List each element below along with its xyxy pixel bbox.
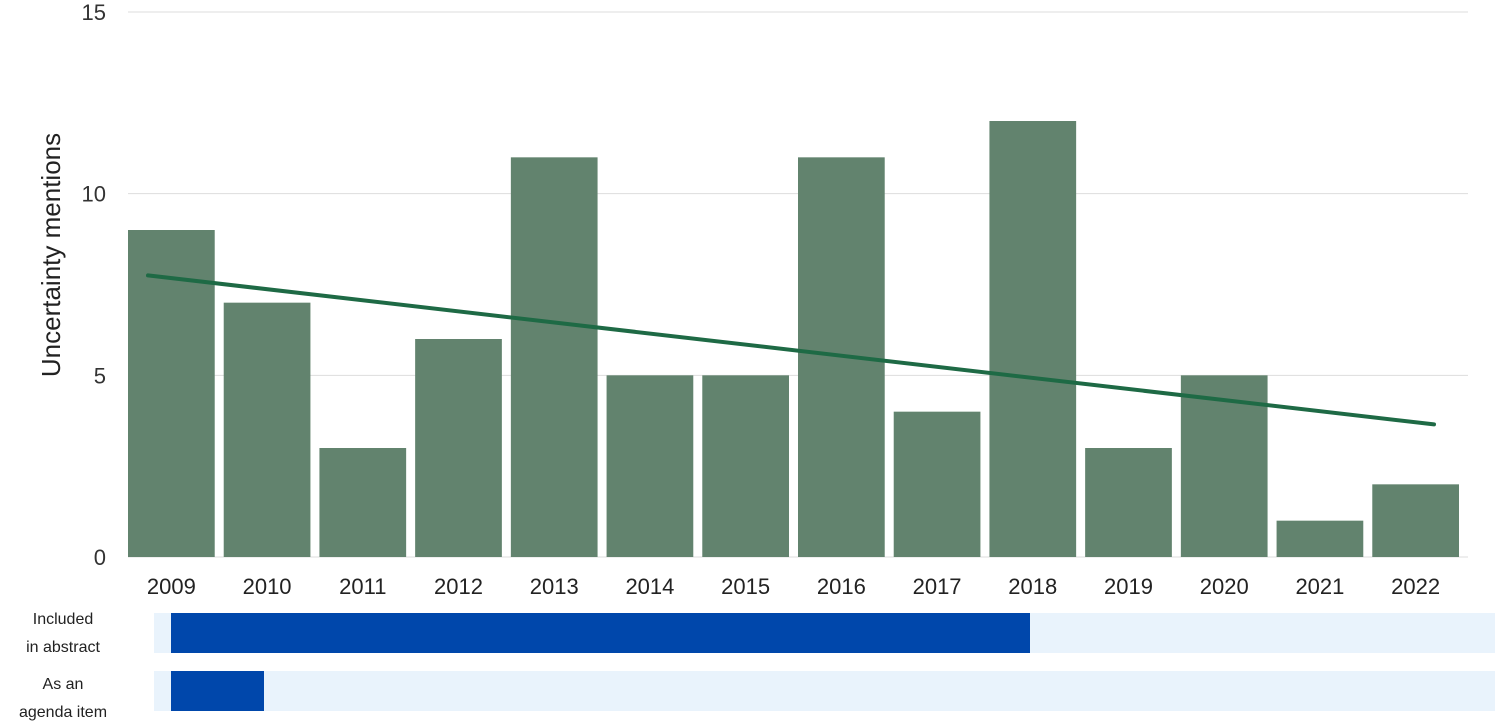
x-tick-label: 2019 — [1104, 574, 1153, 599]
bar-2018 — [989, 121, 1077, 557]
x-tick-label: 2009 — [147, 574, 196, 599]
bar-2015 — [702, 375, 789, 557]
x-tick-label: 2017 — [913, 574, 962, 599]
bar-2011 — [319, 448, 407, 557]
timeline-fill-agenda — [171, 671, 265, 711]
x-tick-label: 2014 — [625, 574, 674, 599]
y-tick-label: 10 — [82, 182, 106, 207]
bars — [128, 121, 1459, 558]
x-tick-label: 2011 — [339, 574, 386, 599]
y-tick-label: 15 — [82, 0, 106, 25]
y-axis-ticks: 0 5 10 15 — [82, 0, 106, 570]
timeline-track-abstract — [154, 613, 1495, 653]
bar-chart: 0 5 10 15 Uncertainty mentions 2009 2010 2011… — [36, 0, 1468, 599]
timeline-label-abstract-line1: Included — [32, 611, 94, 628]
timeline-label-abstract: Included in abstract — [0, 606, 126, 662]
timeline-label-agenda-line1: As an — [42, 676, 84, 693]
x-tick-label: 2016 — [817, 574, 866, 599]
x-axis-ticks: 2009 2010 2011 2012 2013 2014 2015 2016 2017 2018… — [147, 574, 1440, 599]
y-tick-label: 0 — [94, 545, 106, 570]
x-tick-label: 2015 — [721, 574, 770, 599]
timeline-label-agenda: As an agenda item — [0, 671, 126, 727]
x-tick-label: 2022 — [1391, 574, 1440, 599]
timeline-label-agenda-line2: agenda item — [18, 704, 108, 721]
bar-2013 — [510, 157, 598, 558]
x-tick-label: 2013 — [530, 574, 579, 599]
bar-2010 — [223, 302, 311, 557]
bar-2020 — [1180, 375, 1268, 557]
bar-2019 — [1085, 448, 1172, 557]
timeline-track-agenda — [154, 671, 1495, 711]
bar-2012 — [415, 339, 502, 557]
bar-2022 — [1372, 484, 1459, 557]
timeline-fill-abstract — [171, 613, 1030, 653]
y-tick-label: 5 — [94, 363, 106, 388]
x-tick-label: 2018 — [1008, 574, 1057, 599]
x-tick-label: 2020 — [1200, 574, 1249, 599]
bar-2009 — [128, 230, 215, 557]
x-tick-label: 2021 — [1295, 574, 1344, 599]
bar-2017 — [893, 411, 981, 557]
y-axis-label: Uncertainty mentions — [36, 133, 66, 377]
x-tick-label: 2012 — [434, 574, 483, 599]
bar-2021 — [1276, 520, 1364, 557]
trend-line — [146, 273, 1436, 427]
bar-2014 — [606, 375, 694, 557]
x-tick-label: 2010 — [243, 574, 292, 599]
timeline-label-abstract-line2: in abstract — [26, 639, 100, 656]
